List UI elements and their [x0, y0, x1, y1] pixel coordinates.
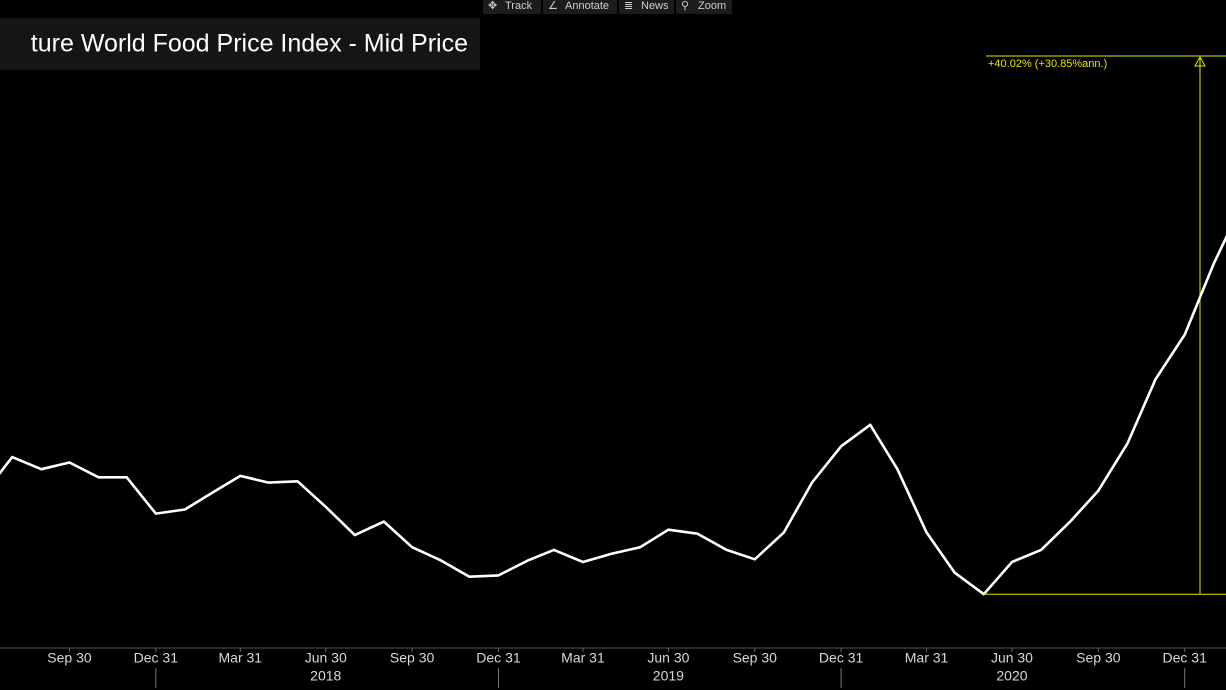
x-tick-label: Jun 30 [991, 650, 1033, 666]
toolbar-label: Zoom [698, 0, 726, 12]
x-tick-label: Mar 31 [561, 650, 605, 666]
chart-title: ture World Food Price Index - Mid Price [31, 30, 468, 58]
toolbar: ✥ Track ∠ Annotate ≣ News ⚲ Zoom [483, 0, 732, 14]
toolbar-icon: ✥ [488, 0, 497, 12]
x-tick-label: Sep 30 [47, 650, 92, 666]
toolbar-button[interactable] [619, 0, 674, 14]
year-label: 2018 [310, 668, 341, 684]
x-tick-label: Sep 30 [733, 650, 778, 666]
series-line [0, 234, 1226, 596]
x-tick-label: Dec 31 [134, 650, 179, 666]
x-tick-label: Mar 31 [219, 650, 263, 666]
annotation-text: +40.02% (+30.85%ann.) [988, 58, 1107, 70]
x-tick-label: Dec 31 [819, 650, 864, 666]
toolbar-icon: ⚲ [681, 0, 689, 12]
x-tick-label: Mar 31 [905, 650, 949, 666]
x-tick-label: Jun 30 [647, 650, 689, 666]
toolbar-label: Track [505, 0, 533, 12]
year-label: 2019 [653, 668, 684, 684]
x-tick-label: Sep 30 [390, 650, 435, 666]
toolbar-button[interactable] [483, 0, 541, 14]
annotation-arrowhead [1194, 55, 1206, 67]
title-box [0, 18, 480, 70]
toolbar-icon: ∠ [548, 0, 558, 12]
x-tick-label: Jun 30 [305, 650, 347, 666]
toolbar-label: News [641, 0, 669, 12]
x-tick-label: Dec 31 [1163, 650, 1208, 666]
year-label: 2020 [996, 668, 1027, 684]
x-tick-label: Sep 30 [1076, 650, 1121, 666]
toolbar-icon: ≣ [624, 0, 633, 12]
toolbar-button[interactable] [676, 0, 732, 14]
toolbar-label: Annotate [565, 0, 609, 12]
x-tick-label: Dec 31 [476, 650, 521, 666]
toolbar-button[interactable] [543, 0, 617, 14]
